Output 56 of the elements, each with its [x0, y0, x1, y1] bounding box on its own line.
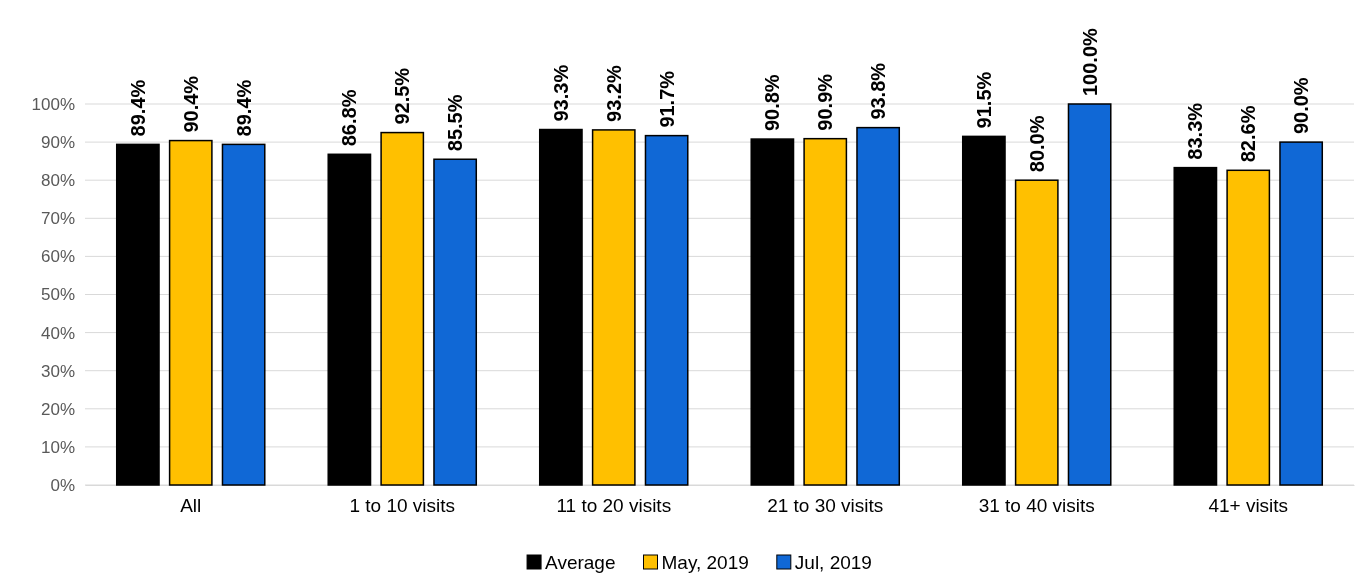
data-label: 93.2%	[602, 64, 625, 122]
bar	[856, 126, 901, 486]
y-tick-label: 90%	[40, 133, 75, 153]
data-label: 100.0%	[1078, 27, 1101, 96]
bar	[591, 129, 636, 486]
data-label: 89.4%	[232, 79, 255, 137]
y-tick-label: 30%	[40, 361, 75, 381]
data-label: 86.8%	[338, 89, 361, 147]
bar	[1226, 169, 1271, 486]
x-tick-label: All	[180, 495, 202, 517]
y-tick-label: 70%	[40, 209, 75, 229]
data-label: 83.3%	[1184, 102, 1207, 160]
data-label: 90.8%	[761, 74, 784, 132]
legend-label: Average	[545, 552, 616, 573]
x-tick-label: 11 to 20 visits	[556, 495, 672, 517]
x-tick-label: 21 to 30 visits	[767, 495, 884, 517]
bar	[750, 138, 795, 486]
x-tick-label: 41+ visits	[1208, 495, 1289, 517]
bar	[380, 131, 425, 486]
bar	[327, 153, 372, 486]
data-label: 91.7%	[655, 70, 678, 128]
y-tick-label: 80%	[40, 171, 75, 191]
legend-label: May, 2019	[661, 552, 749, 573]
data-label: 90.9%	[814, 73, 837, 131]
data-label: 90.4%	[179, 75, 202, 133]
data-label: 93.8%	[867, 62, 890, 120]
y-tick-label: 40%	[40, 323, 75, 343]
y-tick-label: 50%	[40, 285, 75, 305]
bar	[538, 128, 583, 486]
bar	[1014, 179, 1059, 486]
bar	[168, 139, 213, 486]
y-tick-label: 10%	[40, 437, 75, 457]
data-label: 92.5%	[391, 67, 414, 125]
y-tick-label: 60%	[40, 247, 75, 267]
bar	[1279, 141, 1324, 486]
data-label: 93.3%	[549, 64, 572, 122]
data-label: 90.0%	[1290, 77, 1313, 135]
bar	[961, 135, 1006, 486]
bar	[221, 143, 266, 486]
bar	[115, 143, 160, 486]
legend-label: Jul, 2019	[794, 552, 872, 573]
data-label: 91.5%	[972, 71, 995, 129]
bar	[803, 137, 848, 486]
bar	[1173, 166, 1218, 486]
bar	[433, 158, 478, 486]
x-tick-label: 1 to 10 visits	[349, 495, 456, 517]
x-tick-label: 31 to 40 visits	[978, 495, 1095, 517]
data-label: 85.5%	[444, 94, 467, 152]
y-tick-label: 100%	[31, 94, 75, 114]
y-tick-label: 20%	[40, 399, 75, 419]
y-tick-label: 0%	[50, 475, 75, 495]
bar	[1067, 103, 1112, 486]
data-label: 82.6%	[1237, 105, 1260, 163]
bar	[644, 134, 689, 486]
data-label: 89.4%	[126, 79, 149, 137]
data-label: 80.0%	[1025, 115, 1048, 173]
